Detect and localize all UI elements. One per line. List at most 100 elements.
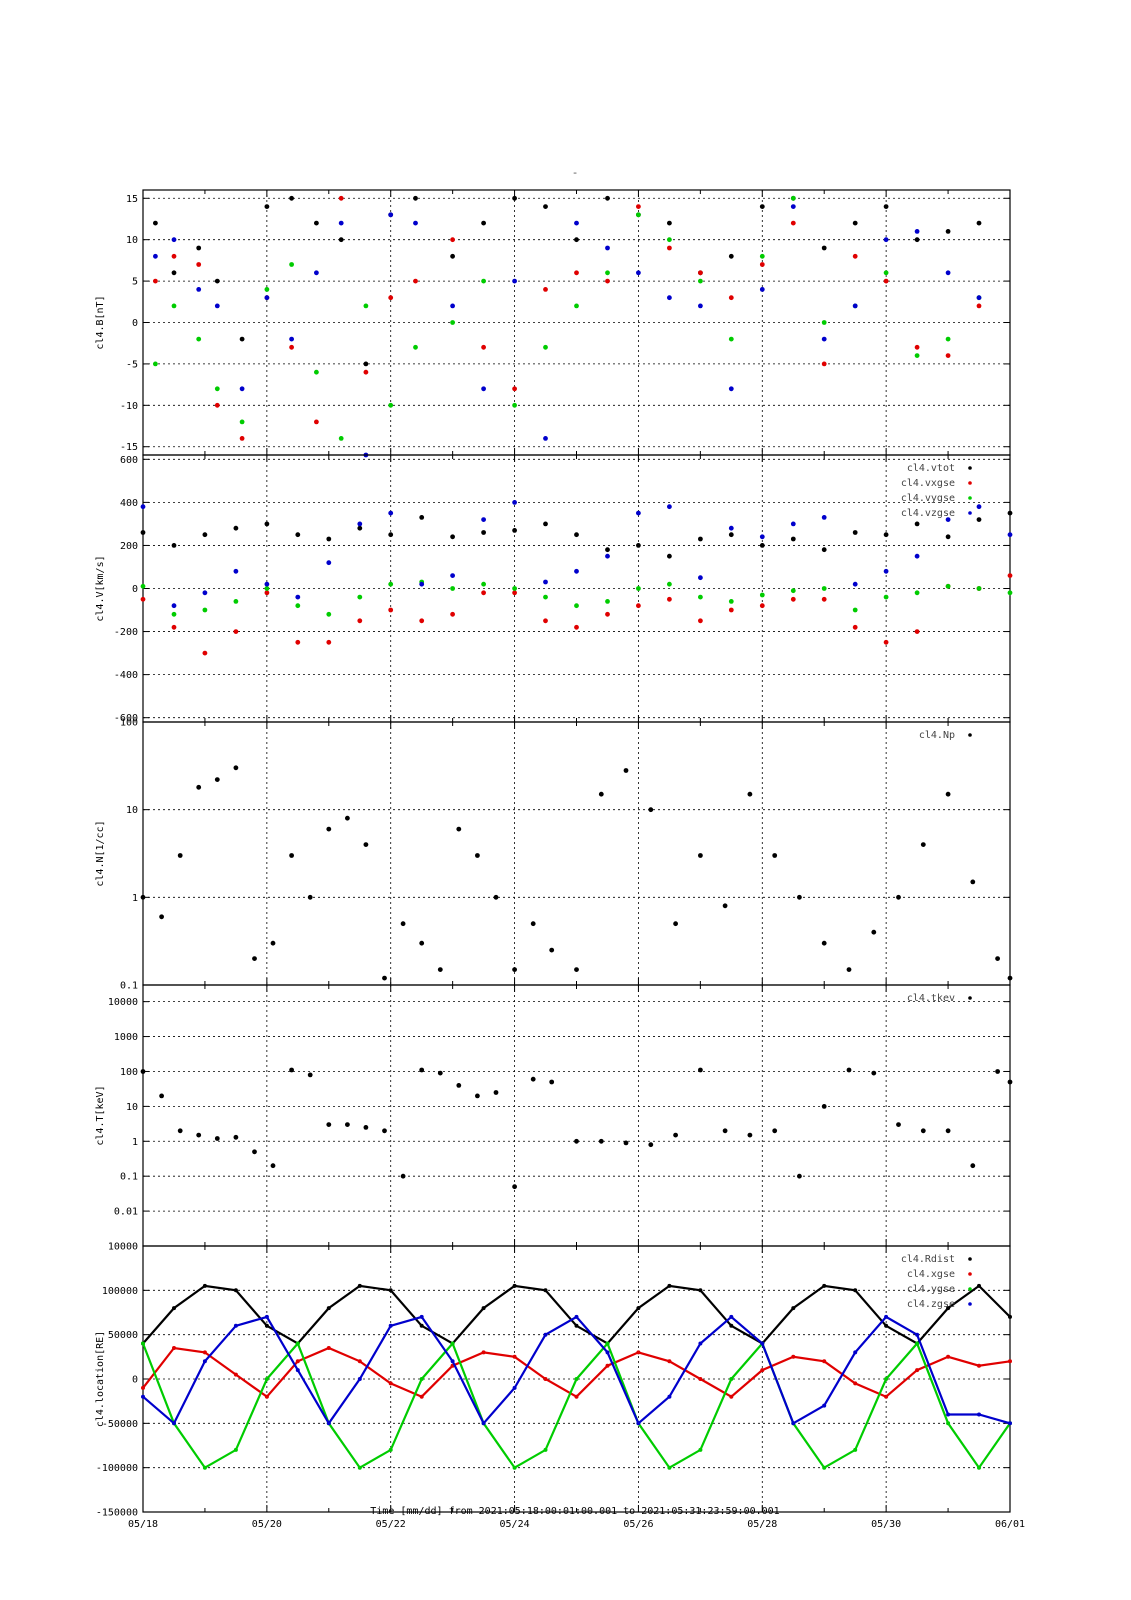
data-point [413,195,418,201]
data-point [450,1341,455,1346]
data-point [413,278,418,284]
data-point [914,553,920,559]
data-point [636,270,641,276]
data-point [512,195,517,201]
data-point [883,270,889,276]
series-black [140,765,1013,981]
data-point [636,603,641,609]
data-point [196,336,202,342]
data-point [289,1067,294,1073]
data-point [314,220,319,226]
data-point [574,568,579,574]
data-point [295,639,301,645]
legend-entry: cl4.ygse [907,1284,955,1295]
legend-entry: cl4.vxgse [901,478,955,489]
data-point [915,1368,920,1373]
data-point [307,1072,313,1078]
data-point [419,1067,425,1073]
data-point [171,543,177,548]
data-point [574,1394,579,1399]
legend-marker [968,1272,972,1276]
data-point [759,204,765,210]
data-point [543,594,548,600]
data-point [976,303,982,309]
data-point [852,581,858,587]
data-point [252,1149,257,1155]
data-point [363,361,369,367]
data-point [667,295,672,301]
data-point [481,278,486,284]
data-point [698,1447,703,1452]
data-point [728,532,734,538]
data-point [295,603,301,609]
data-point [977,1363,981,1368]
data-point [512,1465,517,1470]
panels: -15-10-5051015cl4.B[nT]-600-400-20002004… [95,189,1013,1519]
data-point [574,1314,579,1319]
data-point [946,1306,951,1311]
data-point [636,543,641,548]
data-point [141,1341,145,1346]
data-point [326,536,332,542]
series-black [141,1283,1012,1346]
data-point [945,353,951,358]
data-point [326,1122,332,1127]
data-point [698,536,703,542]
data-point [945,336,951,342]
data-point [214,386,220,392]
data-point [295,1359,300,1364]
data-point [450,237,455,243]
data-point [450,534,455,540]
data-point [326,639,332,645]
data-point [141,1385,145,1390]
x-tick-label: 05/30 [871,1519,901,1530]
y-tick-label: 600 [120,455,138,466]
data-point [605,195,610,201]
data-point [543,579,548,585]
data-point [202,1283,207,1288]
data-point [233,765,239,771]
data-point [759,592,765,598]
data-point [1007,532,1013,538]
data-point [914,229,920,234]
data-point [419,618,425,624]
data-point [853,1447,858,1452]
data-point [345,1122,350,1127]
x-tick-label: 05/18 [128,1519,158,1530]
data-point [171,270,177,276]
y-axis-label: cl4.T[keV] [95,1085,106,1145]
y-tick-label: 1 [132,893,138,904]
data-point [239,436,245,441]
data-point [388,1323,393,1328]
data-point [1008,1359,1012,1364]
data-point [357,1465,362,1470]
data-point [326,1306,331,1311]
data-point [945,1128,951,1134]
x-tick-label: 05/24 [500,1519,530,1530]
data-point [846,1067,852,1073]
data-point [977,1465,981,1470]
data-point [202,650,208,656]
data-point [363,1125,369,1130]
legend-entry: cl4.xgse [907,1269,955,1280]
data-point [605,278,610,284]
data-point [493,894,499,900]
data-point [481,1306,486,1311]
data-point [270,940,276,946]
series-black [153,195,982,367]
data-point [475,1093,480,1099]
data-point [821,336,827,342]
y-tick-label: -5 [126,359,138,370]
data-point [667,504,672,510]
data-point [326,560,332,566]
data-point [667,596,672,602]
data-point [481,344,486,350]
data-point [437,1070,443,1076]
data-point [177,1128,183,1134]
data-point [976,504,982,510]
data-point [821,547,827,553]
data-point [543,344,548,350]
data-point [945,229,951,234]
y-axis-label: cl4.N[1/cc] [95,820,106,886]
data-point [914,344,920,350]
